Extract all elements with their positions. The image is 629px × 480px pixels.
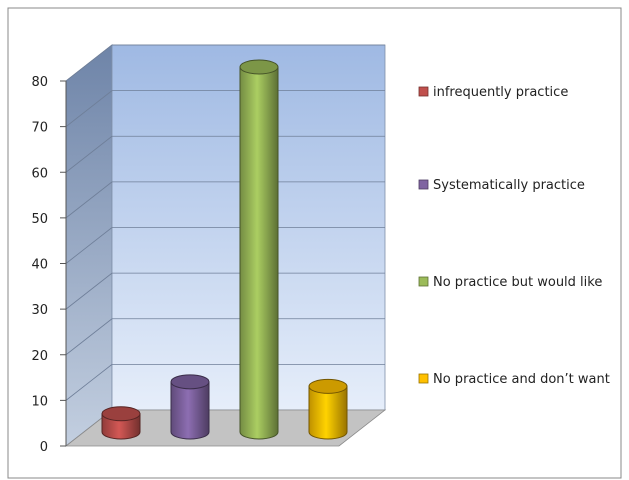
gridline-side [65,272,113,310]
bar-4 [308,378,348,440]
y-tick-label: 60 [31,166,48,181]
legend-swatch [418,86,429,97]
gridline-side [65,364,113,401]
legend-label: No practice but would like [433,275,602,290]
bar-body [239,66,279,440]
y-tick-label: 20 [31,349,48,364]
bar-top [239,59,279,75]
legend-item-1: infrequently practice [418,85,568,100]
y-tick-label: 40 [31,258,48,273]
gridline-side [65,135,113,173]
legend-item-2: Systematically practice [418,178,585,193]
legend-label: Systematically practice [433,178,585,193]
bar-body [308,385,348,440]
bar-top [170,374,210,390]
legend-label: No practice and don’t want [433,372,610,387]
gridline-side [65,44,113,82]
legend-swatch [418,179,429,190]
legend-swatch [418,276,429,287]
floor [64,409,387,447]
y-tick-label: 30 [31,303,48,318]
gridline-side [65,227,113,264]
gridline-side [65,90,113,127]
gridline-side [65,181,113,219]
legend-label: infrequently practice [433,85,568,100]
y-tick-label: 70 [31,121,48,136]
bar-body [170,381,210,440]
bar-3 [239,59,279,440]
bar-top [101,406,141,422]
legend-item-4: No practice and don’t want [418,372,610,387]
bar-1 [101,406,141,440]
gridline-side [65,318,113,356]
legend-swatch [418,373,429,384]
legend-item-3: No practice but would like [418,275,602,290]
y-tick-label: 50 [31,212,48,227]
y-tick-label: 0 [40,440,48,455]
y-tick-label: 80 [31,75,48,90]
y-tick-label: 10 [31,394,48,409]
bar-top [308,378,348,394]
bar-2 [170,374,210,440]
